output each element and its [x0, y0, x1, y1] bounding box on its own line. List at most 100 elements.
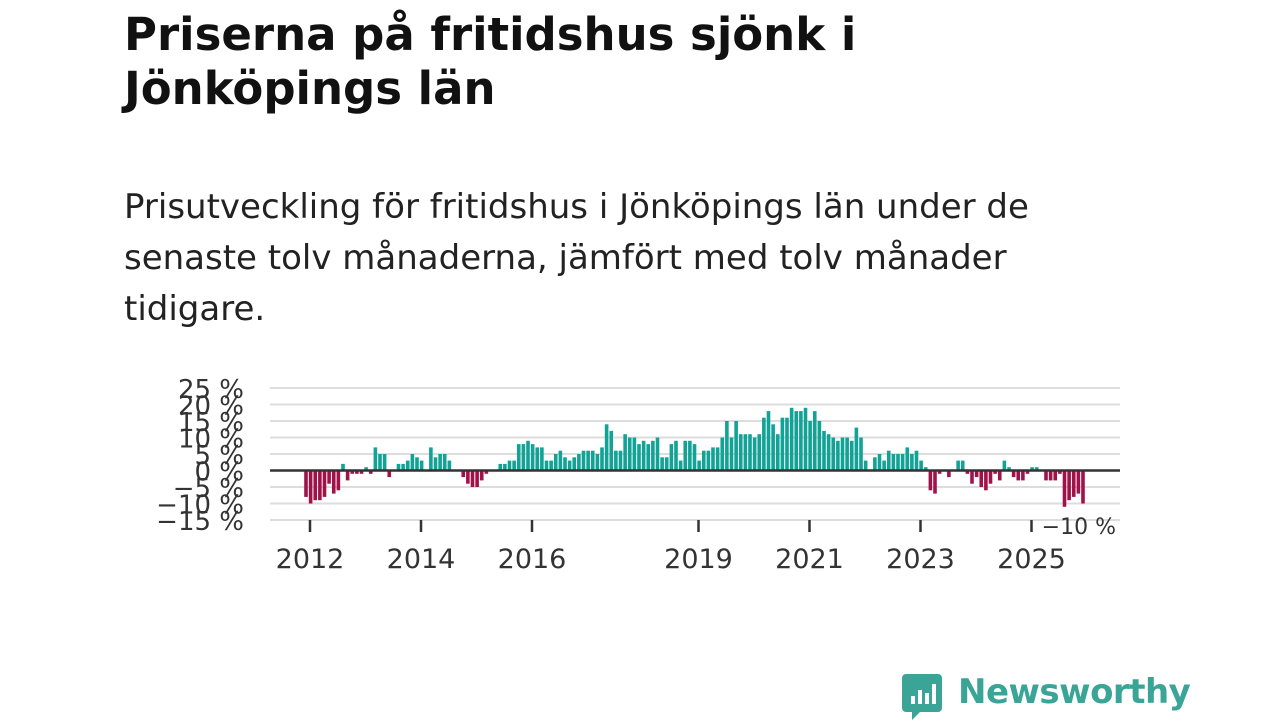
bar [674, 440, 678, 471]
bar [429, 447, 433, 471]
bar [859, 437, 863, 471]
newsworthy-logo: Newsworthy [902, 670, 1191, 720]
bar [355, 470, 359, 474]
bar [655, 437, 660, 471]
bar [974, 470, 979, 478]
x-tick-label: 2012 [276, 544, 345, 575]
bar [438, 454, 442, 471]
bar [1076, 470, 1081, 494]
bar [396, 463, 401, 471]
x-axis: 2012 2014 2016 2019 2021 2023 2025 [276, 520, 1066, 575]
bar [1081, 470, 1085, 504]
bar [766, 411, 771, 471]
bar [530, 444, 535, 471]
bar [651, 440, 655, 471]
bar [965, 470, 970, 474]
bar [960, 460, 965, 471]
bar [341, 463, 345, 471]
bar [595, 454, 600, 471]
x-tick-label: 2023 [886, 544, 955, 575]
bar [706, 450, 711, 471]
bar [933, 470, 937, 494]
bar [512, 460, 516, 471]
bar [701, 450, 706, 471]
bar [577, 454, 581, 471]
bar [891, 454, 896, 471]
bar [789, 407, 794, 471]
bar [794, 411, 799, 471]
bar [1053, 470, 1058, 481]
bar [405, 460, 410, 471]
bar [826, 434, 831, 471]
bar [447, 460, 452, 471]
bar [669, 444, 674, 471]
bar [1058, 470, 1062, 474]
y-axis-labels: 25 %20 %15 %10 %5 %0 %−5 %−10 %−15 % [156, 375, 244, 537]
bar [720, 437, 725, 471]
bar [475, 470, 479, 487]
bar [697, 460, 701, 471]
bar [516, 444, 521, 471]
bar [401, 463, 405, 471]
bar [479, 470, 484, 481]
bar [466, 470, 470, 484]
bar [572, 457, 577, 471]
bar [849, 440, 854, 471]
bar [526, 440, 530, 471]
bar [521, 444, 526, 471]
bar [692, 444, 697, 471]
bar [350, 470, 355, 474]
bar [1062, 470, 1067, 507]
bar [905, 447, 910, 471]
bar [368, 470, 373, 474]
bar [567, 460, 572, 471]
bar [752, 437, 757, 471]
bar [845, 437, 849, 471]
bar [947, 470, 951, 478]
bar [433, 457, 438, 471]
x-tick-label: 2021 [775, 544, 844, 575]
bar [780, 417, 785, 471]
bar [637, 444, 641, 471]
bar [757, 434, 762, 471]
bar [729, 437, 734, 471]
bar [558, 450, 563, 471]
bar [540, 447, 544, 471]
bar [1011, 470, 1016, 478]
bar [327, 470, 331, 484]
bar [461, 470, 466, 478]
bar [470, 470, 475, 487]
bar [683, 440, 688, 471]
x-tick-label: 2025 [997, 544, 1066, 575]
bar [373, 447, 378, 471]
y-tick-label: 25 % [178, 375, 244, 405]
bar [1044, 470, 1048, 481]
bar [359, 470, 364, 474]
bar [544, 460, 549, 471]
bar [660, 457, 664, 471]
bar [762, 417, 766, 471]
bar [535, 447, 540, 471]
bar [910, 454, 914, 471]
bar [748, 434, 752, 471]
bar [970, 470, 974, 484]
bar [678, 460, 683, 471]
bar [1034, 467, 1039, 471]
bar [988, 470, 993, 484]
bar [937, 470, 942, 474]
bar [382, 454, 387, 471]
bar [364, 467, 368, 471]
bar [507, 460, 512, 471]
newsworthy-icon [902, 674, 942, 720]
x-tick-label: 2019 [664, 544, 733, 575]
bar [304, 470, 308, 497]
bar-chart: 25 %20 %15 %10 %5 %0 %−5 %−10 %−15 % 201… [156, 375, 1120, 575]
bar [1025, 470, 1030, 474]
bar [378, 454, 382, 471]
bar [308, 470, 313, 504]
bar [896, 454, 900, 471]
bar [415, 457, 419, 471]
y-tick-label: 15 % [178, 408, 244, 438]
page-subtitle: Prisutveckling för fritidshus i Jönköpin… [124, 187, 1029, 329]
bar [318, 470, 322, 501]
